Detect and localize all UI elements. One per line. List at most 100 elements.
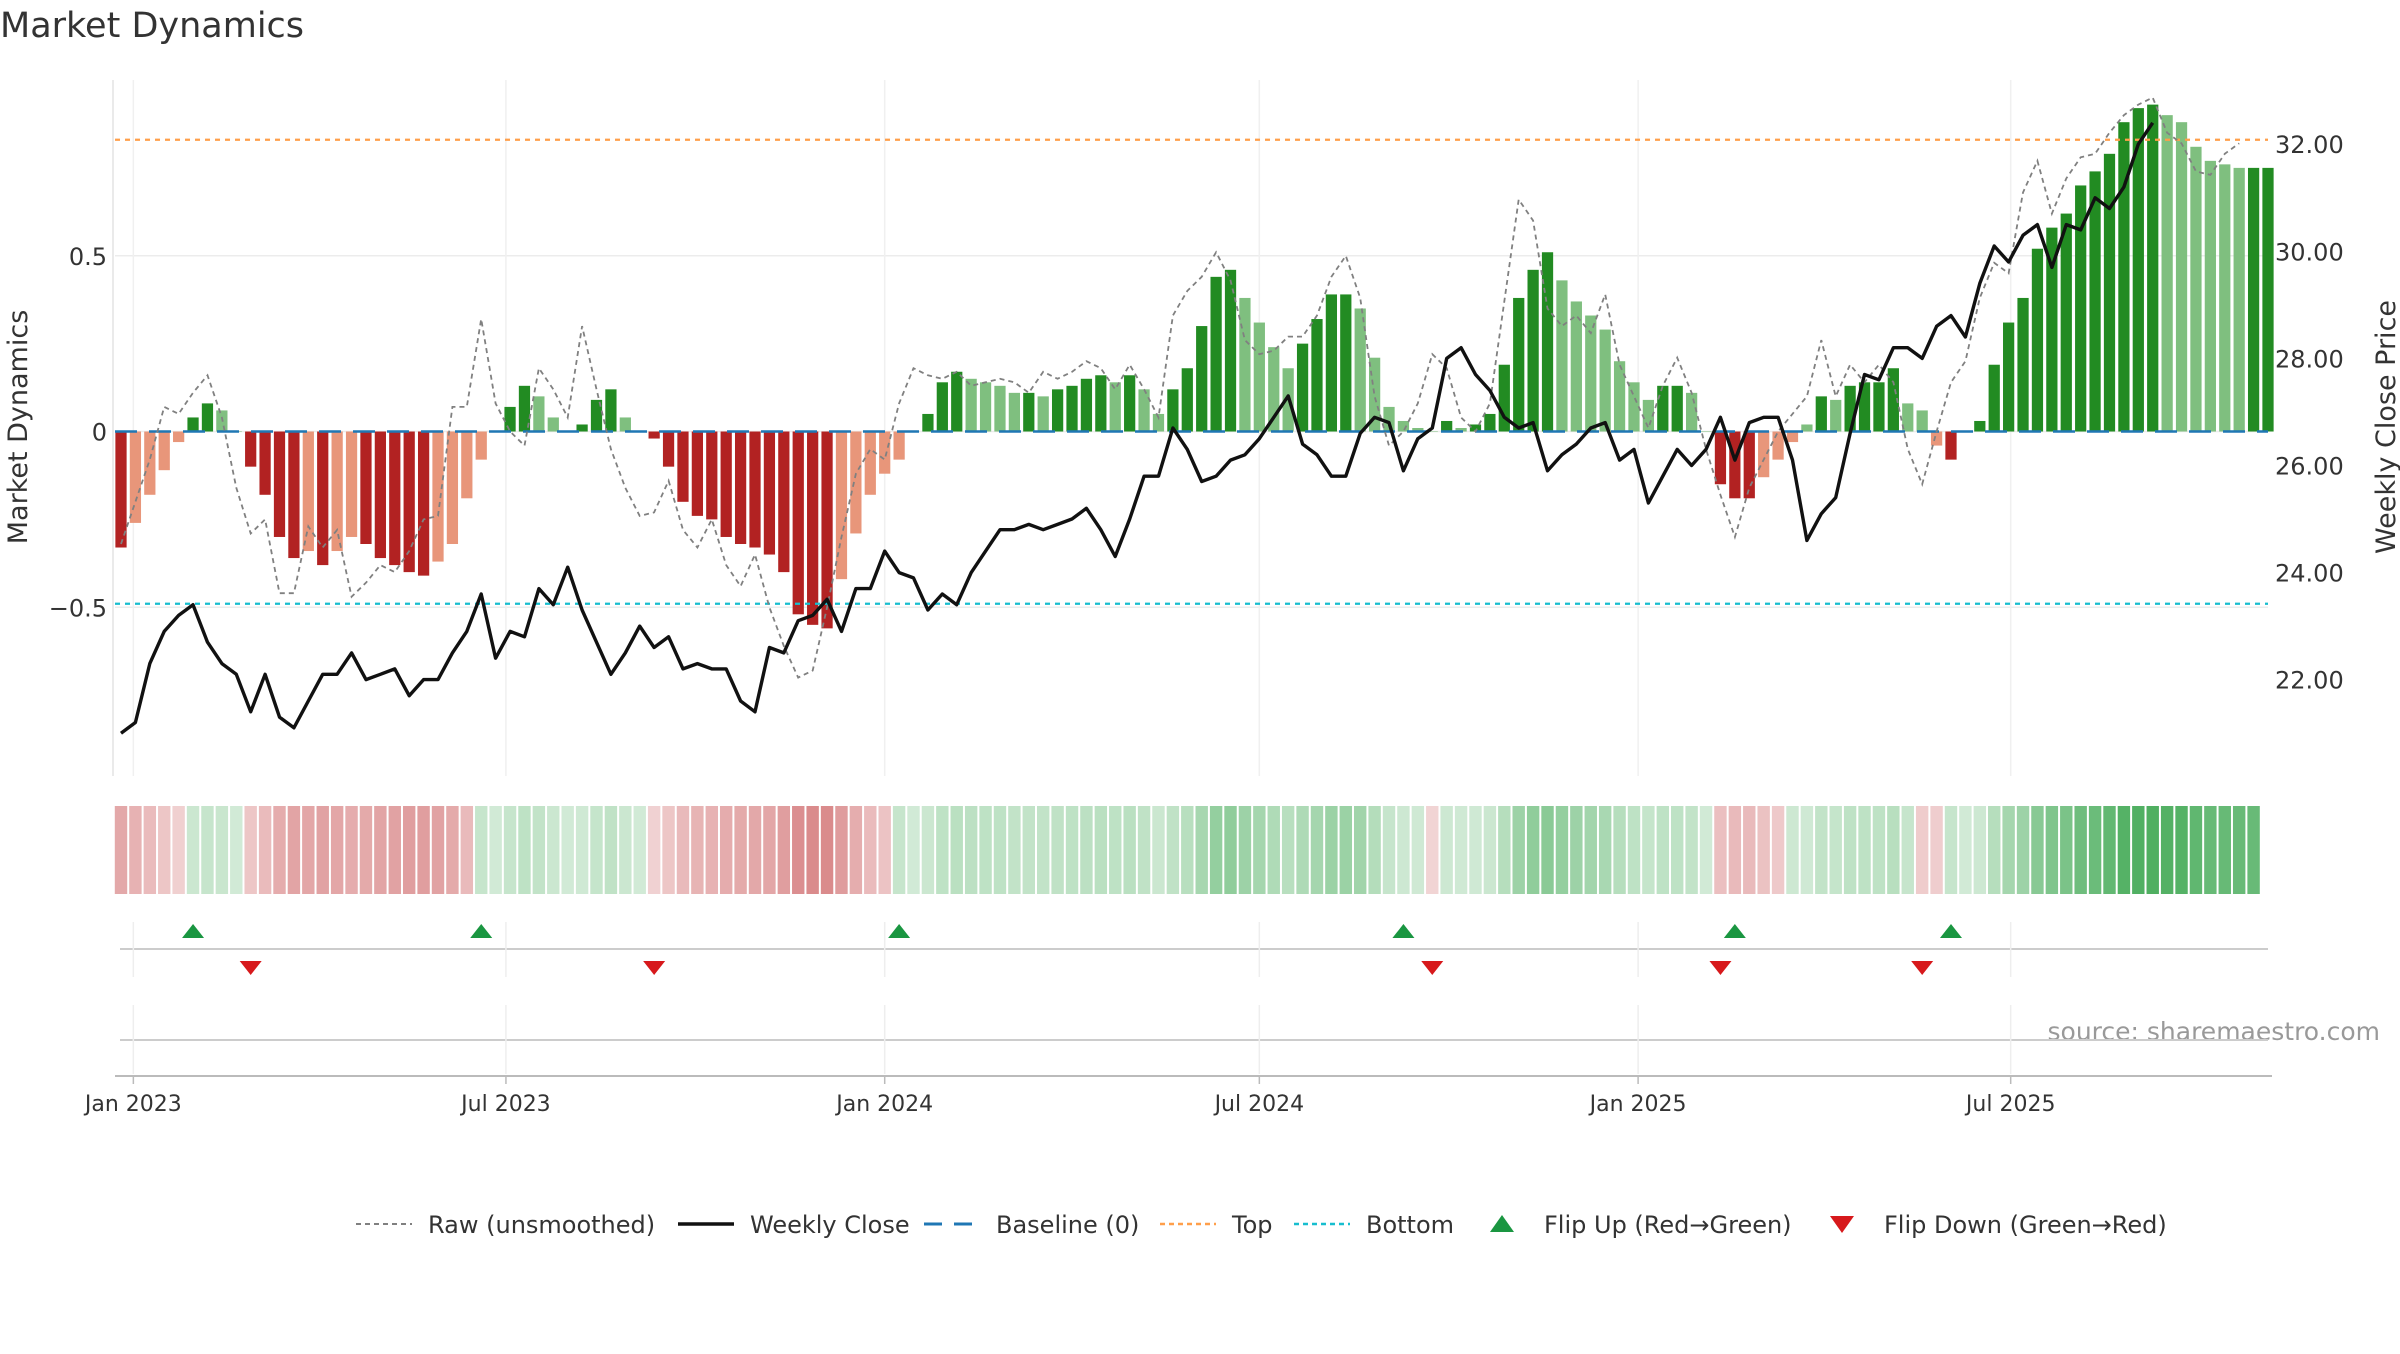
regime-cell xyxy=(2204,806,2217,894)
regime-cell xyxy=(1022,806,1035,894)
regime-cell xyxy=(201,806,214,894)
regime-cell xyxy=(1498,806,1511,894)
regime-cell xyxy=(1109,806,1122,894)
regime-cell xyxy=(1411,806,1425,894)
regime-cell xyxy=(2247,806,2260,894)
regime-cell xyxy=(1685,806,1698,894)
regime-cell xyxy=(705,806,718,894)
dynamics-bar xyxy=(619,417,631,432)
regime-cell xyxy=(950,806,963,894)
regime-cell xyxy=(244,806,257,894)
dynamics-bar xyxy=(1613,361,1626,432)
regime-cell xyxy=(1512,806,1525,894)
dynamics-bar xyxy=(2204,160,2216,432)
flip-up-marker xyxy=(1723,924,1746,938)
dynamics-bar xyxy=(835,431,848,580)
legend-label: Top xyxy=(1231,1211,1273,1239)
flip-up-marker xyxy=(1392,924,1415,938)
dynamics-bar xyxy=(1455,428,1467,432)
regime-cell xyxy=(1051,806,1064,894)
regime-cell xyxy=(1483,806,1497,894)
dynamics-bar xyxy=(317,431,329,566)
regime-cell xyxy=(489,806,502,894)
weekly-close-series xyxy=(119,121,2155,735)
dynamics-bar xyxy=(1296,343,1309,432)
dynamics-bar xyxy=(1570,301,1582,432)
flip-up-marker xyxy=(470,924,493,938)
x-axis: Jan 2023 Jul 2023 Jan 2024 Jul 2024 Jan 2025… xyxy=(83,1075,2272,1117)
regime-cell xyxy=(1901,806,1914,894)
dynamics-bar xyxy=(1080,378,1093,432)
regime-cell xyxy=(763,806,776,894)
regime-cell xyxy=(647,806,661,894)
dynamics-bar xyxy=(2118,122,2130,432)
regime-cell xyxy=(273,806,286,894)
flip-down-marker xyxy=(1709,961,1732,975)
regime-cell xyxy=(2045,806,2059,894)
dynamics-bar xyxy=(1772,431,1784,460)
regime-cell xyxy=(878,806,891,894)
dynamics-bar xyxy=(1124,375,1136,432)
dynamics-bar xyxy=(1224,269,1237,432)
regime-cell xyxy=(2002,806,2015,894)
dynamics-bar xyxy=(2075,185,2087,432)
regime-cell xyxy=(143,806,157,894)
regime-cell xyxy=(1642,806,1655,894)
regime-cell xyxy=(619,806,632,894)
dynamics-bar xyxy=(2060,213,2072,432)
dynamics-bar xyxy=(115,431,127,548)
dynamics-bar xyxy=(1628,382,1640,432)
regime-cell xyxy=(590,806,603,894)
regime-cell xyxy=(1988,806,2001,894)
dynamics-bar xyxy=(879,431,891,474)
dynamics-bar xyxy=(2219,164,2231,432)
dynamics-bar xyxy=(821,431,833,629)
dynamics-bar xyxy=(605,389,617,432)
regime-cell xyxy=(1036,806,1050,894)
dynamics-bar xyxy=(1801,424,1813,432)
dynamics-bar xyxy=(778,431,790,573)
dynamics-bar xyxy=(1037,396,1049,432)
regime-cell xyxy=(114,806,128,894)
regime-cell xyxy=(1555,806,1569,894)
dynamics-bar xyxy=(1484,413,1496,432)
dynamics-bar xyxy=(979,382,992,432)
dynamics-bar xyxy=(1844,385,1856,432)
dynamics-bar xyxy=(1657,385,1669,432)
regime-cell xyxy=(1454,806,1468,894)
dynamics-bar xyxy=(1167,389,1179,432)
flip-down-marker xyxy=(1421,961,1444,975)
regime-cell xyxy=(1008,806,1021,894)
regime-cell xyxy=(662,806,675,894)
regime-cell xyxy=(503,806,517,894)
dynamics-bar xyxy=(1023,392,1035,432)
dynamics-bar xyxy=(1253,322,1265,432)
regime-cell xyxy=(1469,806,1482,894)
regime-cell xyxy=(792,806,805,894)
dynamics-bar xyxy=(951,371,963,432)
dynamics-bar xyxy=(648,431,660,439)
dynamics-bar xyxy=(331,431,343,552)
legend-label: Weekly Close xyxy=(750,1211,910,1239)
regime-cell xyxy=(1584,806,1597,894)
regime-cell xyxy=(1541,806,1554,894)
regime-cell xyxy=(475,806,488,894)
dynamics-bar xyxy=(129,431,142,523)
dynamics-bar xyxy=(2233,167,2245,432)
axes: 0.5 0 −0.5 22.00 24.00 26.00 28.00 30.00 32.00 xyxy=(49,80,2344,776)
dynamics-bar xyxy=(1758,431,1770,478)
regime-cell xyxy=(1065,806,1079,894)
regime-cell xyxy=(1238,806,1252,894)
regime-cell xyxy=(359,806,373,894)
dynamics-bar xyxy=(1008,392,1021,432)
dynamics-bar xyxy=(1368,357,1381,432)
regime-cell xyxy=(1915,806,1929,894)
legend-label: Flip Up (Red→Green) xyxy=(1544,1211,1792,1239)
right-tick-label: 24.00 xyxy=(2275,560,2344,588)
flip-up-marker xyxy=(888,924,911,938)
regime-cell xyxy=(2160,806,2174,894)
dynamics-bar xyxy=(1513,297,1525,432)
dynamics-bar xyxy=(1138,389,1150,432)
dynamics-bar xyxy=(1541,252,1554,432)
regime-cell xyxy=(1714,806,1727,894)
